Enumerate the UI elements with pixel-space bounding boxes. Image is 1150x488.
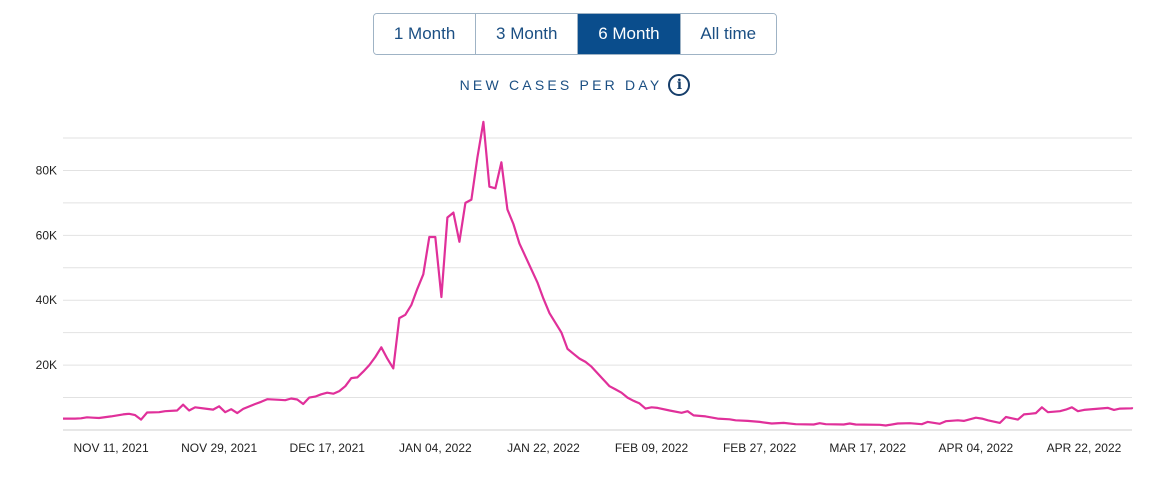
y-axis: 20K 40K 60K 80K — [36, 163, 57, 372]
range-selector: 1 Month 3 Month 6 Month All time — [373, 13, 777, 55]
chart-header: NEW CASES PER DAY i — [0, 72, 1150, 98]
info-icon[interactable]: i — [668, 74, 691, 96]
y-tick-label: 60K — [36, 228, 57, 242]
y-tick-label: 80K — [36, 163, 57, 177]
x-tick-label: JAN 04, 2022 — [399, 441, 472, 455]
chart-title: NEW CASES PER DAY — [459, 77, 663, 93]
range-button-all-time[interactable]: All time — [680, 14, 776, 54]
x-tick-label: JAN 22, 2022 — [507, 441, 580, 455]
y-tick-label: 20K — [36, 358, 57, 372]
grid-lines — [63, 137, 1132, 431]
y-tick-label: 40K — [36, 293, 57, 307]
x-tick-label: DEC 17, 2021 — [290, 441, 366, 455]
range-button-6-month[interactable]: 6 Month — [578, 14, 681, 54]
range-button-3-month[interactable]: 3 Month — [476, 14, 579, 54]
range-button-1-month[interactable]: 1 Month — [374, 14, 477, 54]
series-line — [63, 120, 1134, 427]
x-tick-label: FEB 27, 2022 — [723, 441, 797, 455]
x-tick-label: NOV 29, 2021 — [181, 441, 257, 455]
x-tick-label: APR 04, 2022 — [938, 441, 1013, 455]
x-tick-label: FEB 09, 2022 — [615, 441, 689, 455]
x-tick-label: MAR 17, 2022 — [829, 441, 906, 455]
x-tick-label: APR 22, 2022 — [1047, 441, 1122, 455]
x-axis: NOV 11, 2021 NOV 29, 2021 DEC 17, 2021 JAN … — [73, 441, 1121, 455]
x-tick-label: NOV 11, 2021 — [73, 441, 148, 455]
